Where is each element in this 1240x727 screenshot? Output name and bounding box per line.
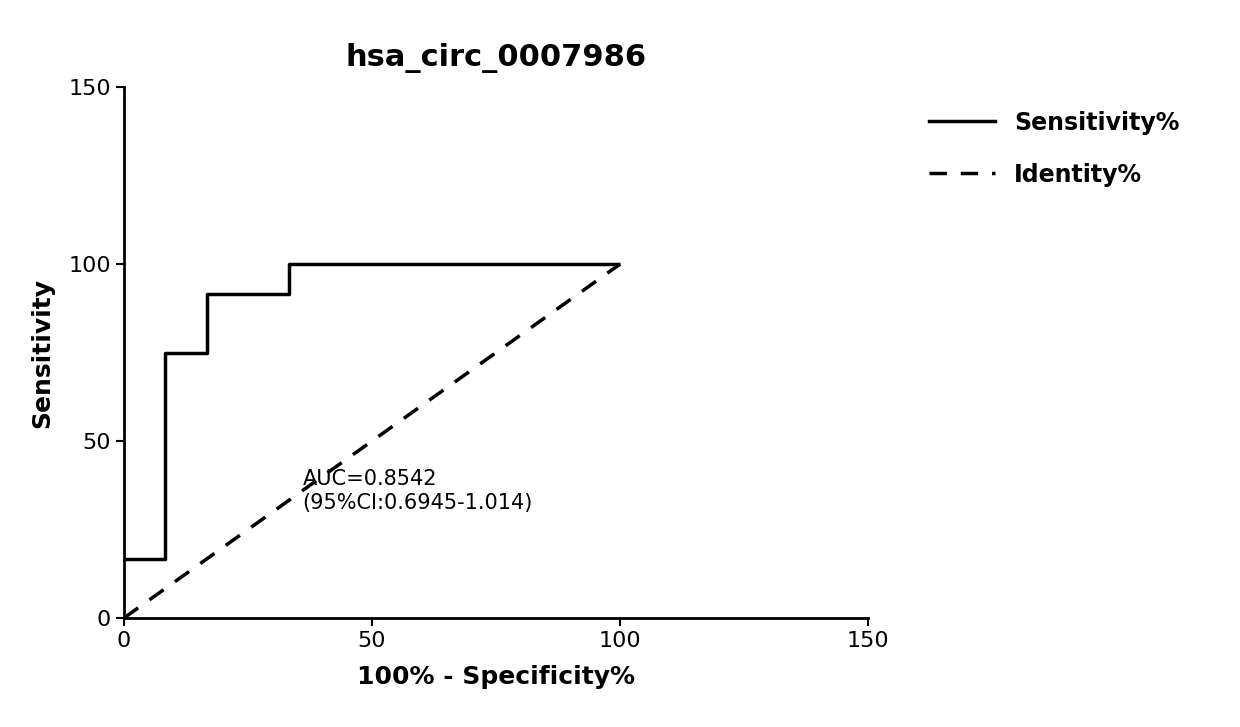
Legend: Sensitivity%, Identity%: Sensitivity%, Identity% <box>918 99 1190 199</box>
X-axis label: 100% - Specificity%: 100% - Specificity% <box>357 665 635 689</box>
Y-axis label: Sensitivity: Sensitivity <box>30 278 55 427</box>
Text: AUC=0.8542
(95%CI:0.6945-1.014): AUC=0.8542 (95%CI:0.6945-1.014) <box>303 470 533 513</box>
Title: hsa_circ_0007986: hsa_circ_0007986 <box>346 44 646 73</box>
